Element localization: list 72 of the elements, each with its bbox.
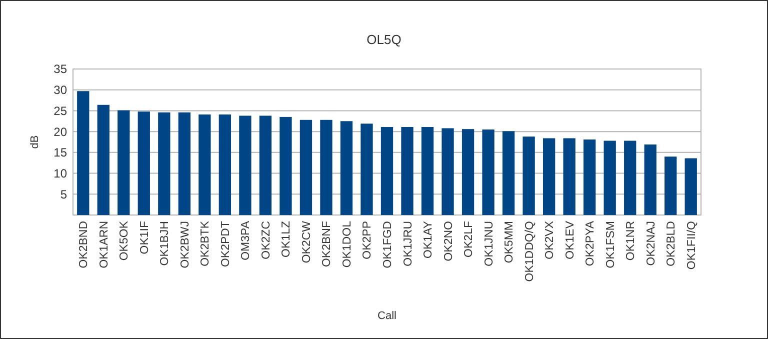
x-tick-label: OK1FGD	[382, 221, 394, 268]
x-tick-label: OK1LZ	[280, 221, 293, 258]
x-tick-label: OK1DDQ/Q	[524, 220, 536, 282]
x-tick-label: OK2LF	[463, 221, 476, 258]
x-tick-label: OK1JNU	[483, 221, 496, 266]
x-tick-label: OK1DOL	[341, 220, 354, 268]
y-tick-label: 10	[54, 166, 68, 180]
x-axis-title: Call	[378, 310, 396, 322]
x-tick-label: OK2VX	[544, 220, 556, 260]
bar	[158, 112, 170, 215]
x-tick-label: OK2NAJ	[645, 221, 658, 266]
bar	[340, 121, 353, 215]
bar	[604, 140, 616, 215]
x-tick-label: OK1ARN	[98, 221, 110, 268]
bar	[198, 114, 211, 215]
x-tick-label: OK1EV	[564, 220, 576, 260]
bar	[320, 120, 332, 215]
bar	[624, 140, 636, 215]
x-tick-label: OK2BWJ	[179, 221, 192, 268]
bar	[118, 110, 130, 215]
bar	[664, 156, 677, 215]
bar	[644, 144, 656, 215]
y-tick-label: 15	[54, 146, 68, 160]
x-tick-label: OK2BLD	[666, 221, 678, 266]
x-tick-label: OK2PYA	[584, 220, 597, 266]
bar	[360, 124, 373, 215]
x-tick-label: OK2BNF	[321, 221, 334, 268]
bar	[259, 116, 272, 215]
x-tick-label: OK2PDT	[220, 221, 232, 268]
bar	[584, 139, 596, 215]
y-axis-title: dB	[29, 135, 41, 149]
x-tick-label: OK5OK	[118, 220, 131, 261]
bar	[97, 104, 110, 215]
x-tick-label: OK2BND	[78, 221, 90, 268]
bar	[522, 136, 535, 215]
x-tick-label: OK2NO	[442, 220, 455, 262]
x-tick-label: OK2ZC	[260, 221, 272, 260]
bar	[178, 112, 190, 215]
bar	[239, 116, 252, 215]
x-tick-label: OK2CW	[300, 220, 313, 264]
x-tick-label: OK5MM	[504, 221, 516, 264]
x-tick-label: OK1AY	[422, 220, 435, 258]
x-tick-label: OK2PP	[362, 220, 374, 260]
y-tick-label: 25	[54, 104, 68, 118]
y-tick-label: 35	[54, 62, 68, 76]
bar	[138, 112, 150, 215]
x-tick-label: OK1BJH	[159, 221, 172, 266]
x-tick-label: OK1JRU	[402, 221, 414, 266]
chart-title: OL5Q	[366, 32, 402, 47]
bar	[442, 128, 454, 215]
bar	[462, 129, 474, 215]
y-tick-label: 5	[60, 187, 68, 202]
x-tick-label: OK2BTK	[200, 220, 212, 266]
bar	[482, 129, 494, 215]
bar	[380, 126, 394, 215]
y-tick-label: 20	[54, 124, 68, 139]
x-tick-label: OK1FII/Q	[686, 220, 698, 270]
x-tick-label: OM3PA	[240, 220, 252, 260]
y-tick-label: 30	[54, 83, 68, 98]
x-tick-label: OK1IF	[138, 221, 151, 254]
bar	[300, 120, 312, 215]
bar	[502, 131, 515, 215]
x-tick-label: OK1FSM	[604, 221, 617, 268]
bar	[218, 114, 232, 215]
bar	[563, 138, 576, 215]
bar	[542, 138, 556, 215]
bar	[401, 126, 414, 215]
x-tick-label: OK1NR	[625, 221, 638, 261]
bar	[421, 126, 434, 215]
bar	[280, 116, 292, 215]
bar	[684, 158, 697, 215]
bar	[77, 91, 90, 215]
